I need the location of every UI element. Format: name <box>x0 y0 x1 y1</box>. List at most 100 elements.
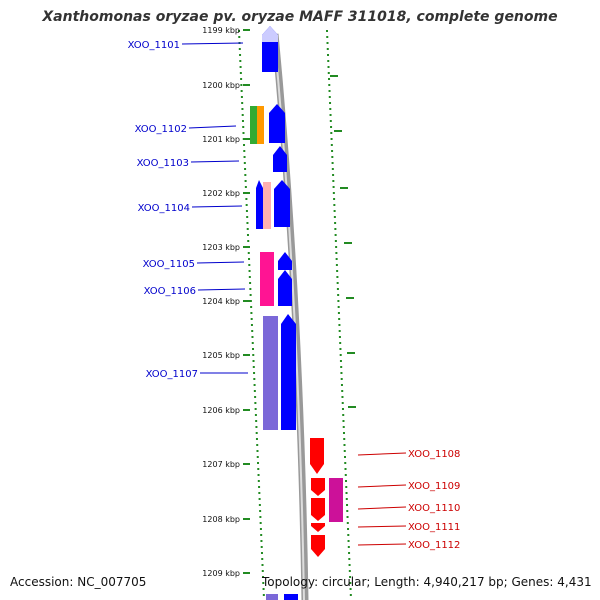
track-dot <box>246 228 249 230</box>
track-dot <box>253 378 256 380</box>
track-dot <box>241 108 244 110</box>
gene-xoo-1104-leader-line <box>191 205 243 208</box>
track-dot <box>346 522 349 524</box>
track-dot <box>248 264 251 266</box>
track-dot <box>349 594 352 596</box>
track-dot <box>251 342 254 344</box>
track-dot <box>326 36 329 38</box>
gene-xoo-1104-feature[interactable] <box>256 180 290 229</box>
gene-xoo-1107-label[interactable]: XOO_1107 <box>146 369 198 380</box>
gene-xoo-1107-feature[interactable] <box>263 314 296 430</box>
scale-tick-label: 1202 kbp <box>202 189 240 198</box>
scale-tick-label: 1201 kbp <box>202 135 240 144</box>
track-dot <box>328 78 331 80</box>
gene-xoo-1109-leader-line <box>357 484 407 488</box>
track-dot <box>255 426 258 428</box>
gene-xoo-1101-label[interactable]: XOO_1101 <box>128 40 180 51</box>
track-dot <box>327 60 330 62</box>
track-dot <box>256 444 259 446</box>
gene-xoo-1103-feature[interactable] <box>273 146 287 172</box>
track-dot <box>334 240 337 242</box>
gene-xoo-1102-feature[interactable] <box>250 104 285 144</box>
gene-xoo-1103-label[interactable]: XOO_1103 <box>137 158 189 169</box>
scale-tick-label: 1209 kbp <box>202 569 240 578</box>
track-dot <box>256 450 259 452</box>
gene-xoo-1110-label[interactable]: XOO_1110 <box>408 503 460 514</box>
track-dot <box>254 402 257 404</box>
track-dot <box>331 156 334 158</box>
track-dot <box>331 150 334 152</box>
track-dot <box>340 366 343 368</box>
track-dot <box>259 528 262 530</box>
topology-text: Topology: circular; Length: 4,940,217 bp… <box>262 575 592 589</box>
scale-tick-label: 1206 kbp <box>202 406 240 415</box>
track-dot <box>332 192 335 194</box>
gene-xoo-1112-leader-line <box>357 543 407 546</box>
gene-xoo-1105-label[interactable]: XOO_1105 <box>143 259 195 270</box>
scale-tick-label: 1204 kbp <box>202 297 240 306</box>
track-dot <box>262 576 265 578</box>
gene-xoo-1109-feature[interactable] <box>311 478 343 522</box>
track-dot <box>345 480 348 482</box>
track-dot <box>239 54 242 56</box>
gene-xoo-1111-feature[interactable] <box>311 523 325 532</box>
track-dot <box>333 210 336 212</box>
track-dot <box>238 48 241 50</box>
track-dot <box>347 540 350 542</box>
track-dot <box>346 510 349 512</box>
track-dot <box>332 180 335 182</box>
track-dot <box>253 372 256 374</box>
track-dot <box>252 354 255 356</box>
track-dot <box>328 90 331 92</box>
track-dot <box>330 138 333 140</box>
track-dot <box>248 270 251 272</box>
gene-xoo-1108-label[interactable]: XOO_1108 <box>408 449 460 460</box>
track-dot <box>344 462 347 464</box>
gene-xoo-1102-label[interactable]: XOO_1102 <box>135 124 187 135</box>
track-dash <box>347 352 355 354</box>
gene-xoo-1102-leader-line <box>188 125 237 129</box>
track-dot <box>345 486 348 488</box>
track-dot <box>343 438 346 440</box>
track-dot <box>242 126 245 128</box>
gene-xoo-1112-label[interactable]: XOO_1112 <box>408 540 460 551</box>
track-dot <box>238 30 240 32</box>
gene-xoo-1111-label[interactable]: XOO_1111 <box>408 522 460 533</box>
gene-xoo-1108-feature[interactable] <box>310 438 324 474</box>
track-dot <box>344 468 347 470</box>
scale-tick-label: 1200 kbp <box>202 81 240 90</box>
track-dot <box>257 462 260 464</box>
gene-xoo-1112-feature[interactable] <box>311 535 325 557</box>
gene-xoo-1110-feature[interactable] <box>311 498 325 521</box>
track-dot <box>334 234 337 236</box>
track-dot <box>239 72 242 74</box>
gene-xoo-1104-label[interactable]: XOO_1104 <box>138 203 190 214</box>
track-dot <box>338 330 341 332</box>
gene-xoo-1101-feature[interactable] <box>262 26 278 72</box>
track-dot <box>241 102 244 104</box>
track-dot <box>328 96 331 98</box>
track-dot <box>329 114 332 116</box>
track-dot <box>342 414 345 416</box>
track-dot <box>334 222 337 224</box>
gene-xoo-1109-label[interactable]: XOO_1109 <box>408 481 460 492</box>
track-dot <box>254 408 257 410</box>
track-dot <box>255 432 258 434</box>
gene-xoo-1106-label[interactable]: XOO_1106 <box>144 286 196 297</box>
gene-xoo-1105-feature[interactable] <box>260 252 292 306</box>
map-title: Xanthomonas oryzae pv. oryzae MAFF 31101… <box>42 9 558 25</box>
track-dot <box>346 504 349 506</box>
track-dot <box>342 420 345 422</box>
track-dot <box>349 582 352 584</box>
gene-xoo-1106-feature[interactable] <box>278 270 292 306</box>
scale-ticks: 1199 kbp 1200 kbp 1201 kbp 1202 kbp 1203 kbp… <box>202 26 250 578</box>
track-dot <box>342 426 345 428</box>
track-dot <box>245 198 248 200</box>
track-dot <box>345 492 348 494</box>
scale-tick-label: 1199 kbp <box>202 26 240 35</box>
track-dot <box>258 504 261 506</box>
track-dot <box>249 288 252 290</box>
track-dot <box>329 108 332 110</box>
scale-tick-label: 1208 kbp <box>202 515 240 524</box>
track-dot <box>260 534 263 536</box>
